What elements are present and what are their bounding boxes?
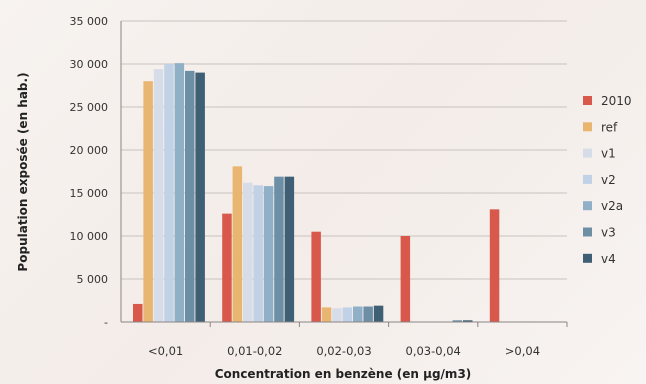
x-tick-label: <0,01 bbox=[148, 344, 183, 358]
bar-v2a-2 bbox=[353, 306, 363, 322]
gridlines bbox=[121, 20, 567, 280]
legend-swatch-v1 bbox=[583, 148, 592, 158]
y-axis-tick-labels: - 5 000 10 000 15 000 20 000 25 000 30 000 35 0… bbox=[70, 15, 109, 329]
legend-label-2010: 2010 bbox=[601, 94, 632, 108]
y-tick-label: 35 000 bbox=[70, 15, 109, 28]
x-tick-label: 0,01-0,02 bbox=[227, 344, 282, 358]
y-tick-label: 30 000 bbox=[70, 58, 109, 71]
legend-swatch-v2a bbox=[583, 201, 592, 211]
y-tick-label: 5 000 bbox=[77, 273, 109, 286]
axes bbox=[120, 21, 568, 327]
bar-v4-3 bbox=[463, 320, 473, 322]
bar-v2-2 bbox=[342, 307, 353, 322]
legend-swatch-ref bbox=[583, 122, 592, 132]
bars bbox=[133, 63, 500, 322]
bar-v3-3 bbox=[452, 320, 463, 322]
y-tick-label: 25 000 bbox=[70, 101, 109, 114]
legend-label-v2a: v2a bbox=[601, 199, 623, 213]
x-tick-label: >0,04 bbox=[505, 344, 540, 358]
bar-v4-0 bbox=[195, 72, 205, 322]
bar-v2-0 bbox=[164, 64, 174, 322]
legend-label-v4: v4 bbox=[601, 252, 616, 266]
x-tick-label: 0,03-0,04 bbox=[406, 344, 461, 358]
legend-swatch-v2 bbox=[583, 174, 592, 184]
legend-swatch-v3 bbox=[583, 227, 592, 237]
bar-v3-0 bbox=[185, 70, 195, 322]
bar-ref-1 bbox=[232, 166, 243, 322]
bar-v4-2 bbox=[373, 305, 384, 322]
bar-v2a-0 bbox=[174, 63, 185, 322]
y-tick-label: 15 000 bbox=[70, 187, 109, 200]
bar-2010-2 bbox=[311, 231, 321, 322]
legend-label-v1: v1 bbox=[601, 147, 616, 161]
legend-swatch-v4 bbox=[583, 253, 592, 263]
x-axis-tick-labels: <0,01 0,01-0,02 0,02-0,03 0,03-0,04 >0,04 bbox=[148, 344, 540, 358]
bar-2010-4 bbox=[489, 209, 500, 322]
y-tick-label: 20 000 bbox=[70, 144, 109, 157]
bar-v3-2 bbox=[363, 306, 373, 322]
bar-v1-1 bbox=[243, 182, 253, 322]
bar-ref-2 bbox=[321, 307, 332, 322]
bar-ref-0 bbox=[143, 81, 153, 322]
bar-v2a-1 bbox=[263, 186, 274, 322]
y-axis-title: Population exposée (en hab.) bbox=[16, 72, 30, 271]
legend-label-ref: ref bbox=[601, 120, 618, 134]
legend: 2010 ref v1 v2 v2a v3 v4 bbox=[583, 94, 632, 266]
bar-2010-1 bbox=[222, 213, 232, 322]
y-tick-label: 10 000 bbox=[70, 230, 109, 243]
bar-2010-0 bbox=[133, 303, 143, 322]
bar-v4-1 bbox=[284, 176, 295, 322]
x-axis-title: Concentration en benzène (en µg/m3) bbox=[215, 367, 472, 381]
legend-label-v3: v3 bbox=[601, 226, 616, 240]
y-tick-label: - bbox=[104, 316, 108, 329]
x-tick-label: 0,02-0,03 bbox=[316, 344, 371, 358]
bar-2010-3 bbox=[400, 236, 411, 322]
legend-swatch-2010 bbox=[583, 96, 592, 105]
bar-v1-2 bbox=[332, 308, 342, 322]
bar-v3-1 bbox=[274, 176, 284, 322]
bar-v1-0 bbox=[153, 69, 164, 322]
bar-v2-1 bbox=[253, 185, 263, 322]
legend-label-v2: v2 bbox=[601, 173, 616, 187]
